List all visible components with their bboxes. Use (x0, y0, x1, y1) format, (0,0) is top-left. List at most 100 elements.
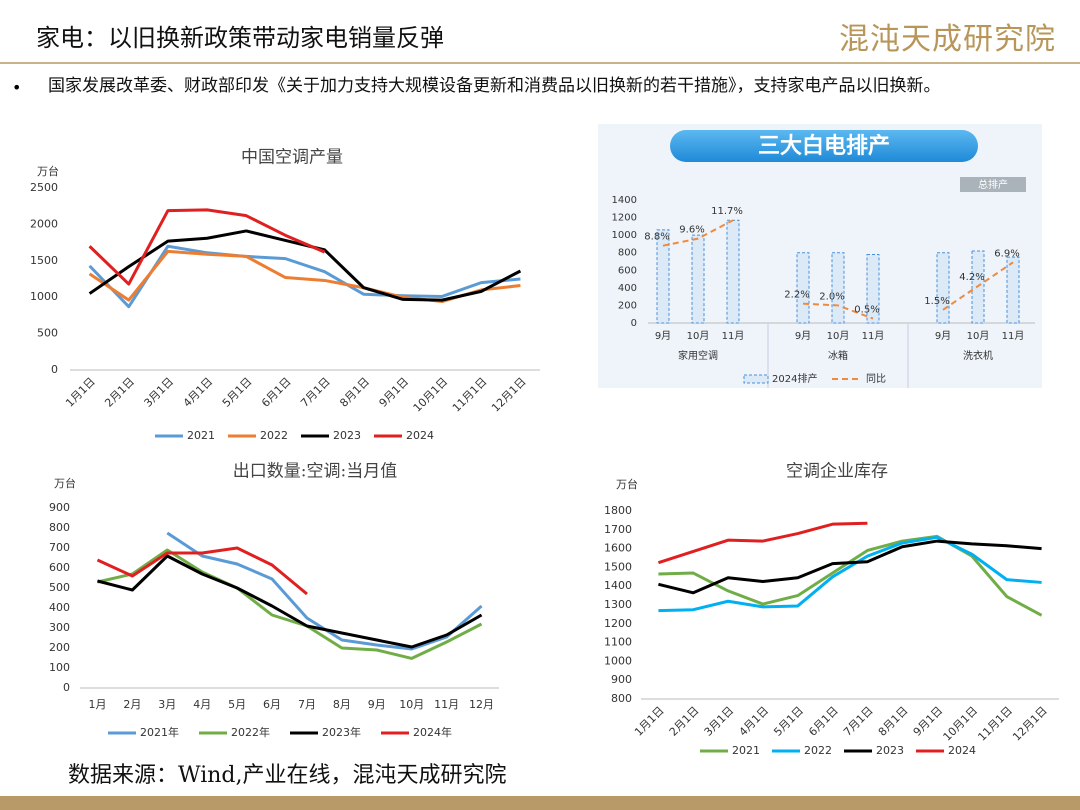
y-tick-label: 2000 (30, 217, 58, 230)
y-tick-label: 500 (37, 327, 58, 340)
x-tick-label: 11月1日 (450, 375, 490, 415)
x-tick-label: 6月 (263, 698, 281, 711)
y-axis-unit: 万台 (37, 164, 59, 178)
y-tick-label: 300 (49, 621, 70, 634)
data-label: 1.5% (924, 296, 949, 307)
y-axis-unit: 万台 (616, 477, 638, 491)
legend-label: 2021 (732, 744, 760, 757)
y-tick-label: 0 (51, 363, 58, 376)
x-tick-label: 5月1日 (220, 375, 255, 410)
chart-title: 出口数量:空调:当月值 (233, 462, 397, 482)
bar (726, 219, 740, 324)
legend-label: 2024 (948, 744, 976, 757)
series-line (658, 539, 1042, 595)
legend-swatch (743, 374, 769, 384)
y-tick-label: 1600 (604, 542, 632, 555)
y-tick-label: 1000 (30, 290, 58, 303)
badge-box (960, 177, 1026, 192)
bar (796, 252, 810, 324)
series-line (658, 535, 1042, 613)
x-tick-label: 5月1日 (771, 704, 806, 739)
y-tick-label: 1800 (604, 504, 632, 517)
legend-label: 2024年 (413, 725, 452, 739)
series-line (88, 244, 521, 309)
slide-title: 家电：以旧换新政策带动家电销量反弹 (36, 24, 444, 52)
bar (936, 252, 950, 324)
legend-label: 2022年 (231, 725, 270, 739)
series-line (88, 208, 326, 286)
x-tick-label: 2月1日 (102, 375, 137, 410)
y-tick-label: 800 (618, 248, 637, 259)
x-tick-label: 12月 (469, 698, 494, 711)
y-tick-label: 600 (49, 561, 70, 574)
x-tick-label: 12月1日 (1010, 704, 1050, 744)
x-tick-label: 10月1日 (941, 704, 981, 744)
x-tick-label: 9月 (655, 330, 671, 342)
series-line (97, 554, 483, 649)
x-tick-label: 8月1日 (876, 704, 911, 739)
image-panel (598, 124, 1042, 388)
legend-label: 2023 (876, 744, 904, 757)
header-rule (0, 62, 1080, 64)
x-tick-label: 4月1日 (181, 375, 216, 410)
y-tick-label: 1300 (604, 598, 632, 611)
data-label: 11.7% (711, 206, 743, 217)
chart-title: 中国空调产量 (241, 148, 343, 168)
bar (656, 229, 670, 324)
x-tick-label: 6月1日 (806, 704, 841, 739)
y-tick-label: 200 (618, 300, 637, 311)
legend-label: 2024排产 (772, 372, 817, 385)
series-line (657, 521, 868, 565)
footer-bar (0, 796, 1080, 810)
x-tick-label: 4月 (193, 698, 211, 711)
y-tick-label: 900 (49, 501, 70, 514)
x-tick-label: 11月 (722, 330, 745, 342)
x-tick-label: 1月1日 (632, 704, 667, 739)
x-tick-label: 9月1日 (377, 375, 412, 410)
y-tick-label: 800 (49, 521, 70, 534)
legend-label: 2024 (406, 429, 434, 442)
legend-label: 同比 (866, 373, 886, 385)
x-tick-label: 10月 (687, 330, 710, 342)
data-label: 6.9% (994, 248, 1019, 259)
series-line (88, 249, 521, 304)
x-tick-label: 3月1日 (702, 704, 737, 739)
x-tick-label: 1月1日 (63, 375, 98, 410)
x-tick-label: 12月1日 (489, 375, 529, 415)
data-label: 9.6% (679, 225, 704, 236)
x-tick-label: 8月1日 (337, 375, 372, 410)
y-tick-label: 1500 (604, 560, 632, 573)
y-tick-label: 200 (49, 641, 70, 654)
y-tick-label: 1000 (604, 654, 632, 667)
x-tick-label: 6月1日 (259, 375, 294, 410)
y-tick-label: 900 (611, 673, 632, 686)
badge: 总排产 (978, 178, 1008, 191)
x-tick-label: 7月 (298, 698, 316, 711)
legend-label: 2021 (187, 429, 215, 442)
data-label: 2.2% (784, 290, 809, 301)
x-tick-label: 1月 (88, 698, 106, 711)
chart-title: 三大白电排产 (758, 133, 890, 159)
y-tick-label: 1500 (30, 254, 58, 267)
series-line (97, 548, 483, 660)
y-tick-label: 400 (618, 283, 637, 294)
y-tick-label: 1400 (604, 579, 632, 592)
yoy-line (942, 261, 1014, 311)
x-tick-label: 8月 (333, 698, 351, 711)
legend-label: 2022 (260, 429, 288, 442)
source-note: 数据来源：Wind,产业在线，混沌天成研究院 (68, 763, 507, 788)
x-tick-label: 11月 (862, 330, 885, 342)
x-tick-label: 11月1日 (975, 704, 1015, 744)
y-tick-label: 1200 (604, 617, 632, 630)
x-tick-label: 7月1日 (841, 704, 876, 739)
y-tick-label: 1000 (612, 230, 637, 241)
data-label: 2.0% (819, 291, 844, 302)
y-tick-label: 1200 (612, 213, 637, 224)
bar (831, 252, 845, 324)
yoy-line (662, 219, 734, 247)
logo: 混沌天成研究院 (839, 22, 1056, 57)
x-tick-label: 9月 (795, 330, 811, 342)
x-tick-label: 3月1日 (142, 375, 177, 410)
x-tick-label: 5月 (228, 698, 246, 711)
